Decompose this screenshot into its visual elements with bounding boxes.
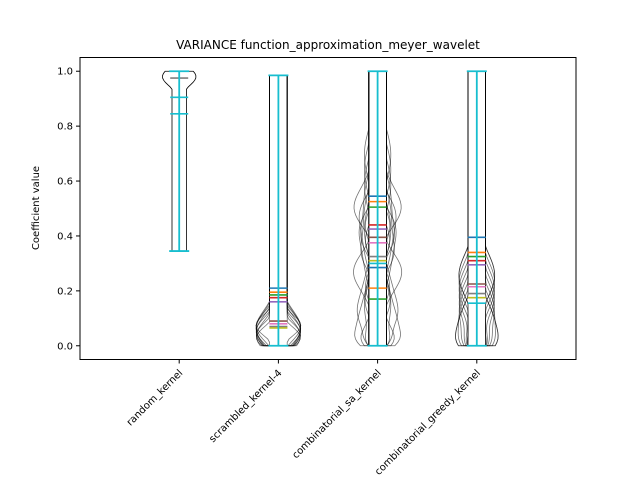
y-tick-label: 0.0 xyxy=(57,341,73,352)
range-markers xyxy=(169,70,487,347)
chart-title: VARIANCE function_approximation_meyer_wa… xyxy=(176,38,480,52)
y-tick-label: 0.4 xyxy=(57,231,73,242)
y-tick-label: 0.6 xyxy=(57,177,73,188)
violin-group xyxy=(162,70,197,252)
plot-frame xyxy=(79,57,577,360)
y-tick-label: 0.2 xyxy=(57,286,73,297)
violin-body xyxy=(162,70,197,252)
y-axis: 0.0 0.2 0.4 0.6 0.8 1.0 xyxy=(57,67,80,352)
y-axis-title: Coefficient value xyxy=(31,166,42,250)
y-tick-label: 0.8 xyxy=(57,122,73,133)
y-tick-label: 1.0 xyxy=(57,67,73,78)
